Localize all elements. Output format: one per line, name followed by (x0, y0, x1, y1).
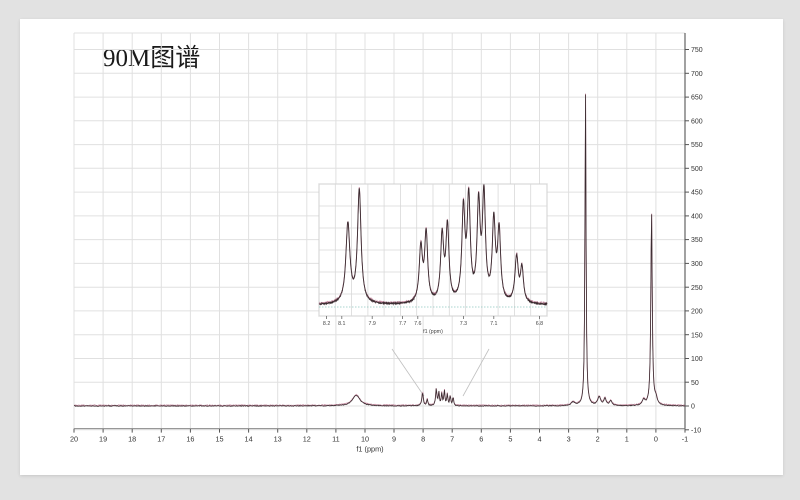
svg-text:7.1: 7.1 (490, 321, 497, 327)
svg-text:7: 7 (450, 435, 454, 444)
svg-text:17: 17 (157, 435, 165, 444)
svg-text:100: 100 (691, 356, 703, 363)
svg-text:12: 12 (303, 435, 311, 444)
svg-text:f1 (ppm): f1 (ppm) (423, 329, 443, 335)
svg-text:750: 750 (691, 47, 703, 54)
svg-text:4: 4 (537, 435, 541, 444)
svg-text:6.8: 6.8 (536, 321, 543, 327)
svg-text:6: 6 (479, 435, 483, 444)
svg-text:7.7: 7.7 (399, 321, 406, 327)
svg-text:-10: -10 (691, 427, 701, 434)
svg-text:14: 14 (245, 435, 253, 444)
svg-text:2: 2 (596, 435, 600, 444)
svg-text:16: 16 (186, 435, 194, 444)
svg-text:7.6: 7.6 (414, 321, 421, 327)
svg-text:7.3: 7.3 (460, 321, 467, 327)
svg-text:8.2: 8.2 (323, 321, 330, 327)
svg-text:0: 0 (654, 435, 658, 444)
svg-text:7.9: 7.9 (369, 321, 376, 327)
svg-text:350: 350 (691, 237, 703, 244)
svg-text:50: 50 (691, 380, 699, 387)
svg-text:10: 10 (361, 435, 369, 444)
svg-text:250: 250 (691, 285, 703, 292)
svg-text:f1 (ppm): f1 (ppm) (356, 445, 383, 454)
svg-text:8: 8 (421, 435, 425, 444)
svg-text:8.1: 8.1 (338, 321, 345, 327)
svg-text:20: 20 (70, 435, 78, 444)
svg-text:150: 150 (691, 332, 703, 339)
svg-text:13: 13 (274, 435, 282, 444)
svg-text:15: 15 (215, 435, 223, 444)
svg-text:650: 650 (691, 95, 703, 102)
svg-text:200: 200 (691, 309, 703, 316)
svg-text:1: 1 (625, 435, 629, 444)
svg-text:19: 19 (99, 435, 107, 444)
svg-text:500: 500 (691, 166, 703, 173)
svg-text:11: 11 (332, 435, 340, 444)
svg-text:700: 700 (691, 71, 703, 78)
svg-text:400: 400 (691, 214, 703, 221)
svg-text:550: 550 (691, 142, 703, 149)
svg-text:-1: -1 (682, 435, 689, 444)
svg-text:0: 0 (691, 404, 695, 411)
svg-text:300: 300 (691, 261, 703, 268)
svg-text:5: 5 (508, 435, 512, 444)
svg-text:600: 600 (691, 118, 703, 125)
svg-text:450: 450 (691, 190, 703, 197)
svg-text:9: 9 (392, 435, 396, 444)
svg-text:3: 3 (567, 435, 571, 444)
svg-text:18: 18 (128, 435, 136, 444)
